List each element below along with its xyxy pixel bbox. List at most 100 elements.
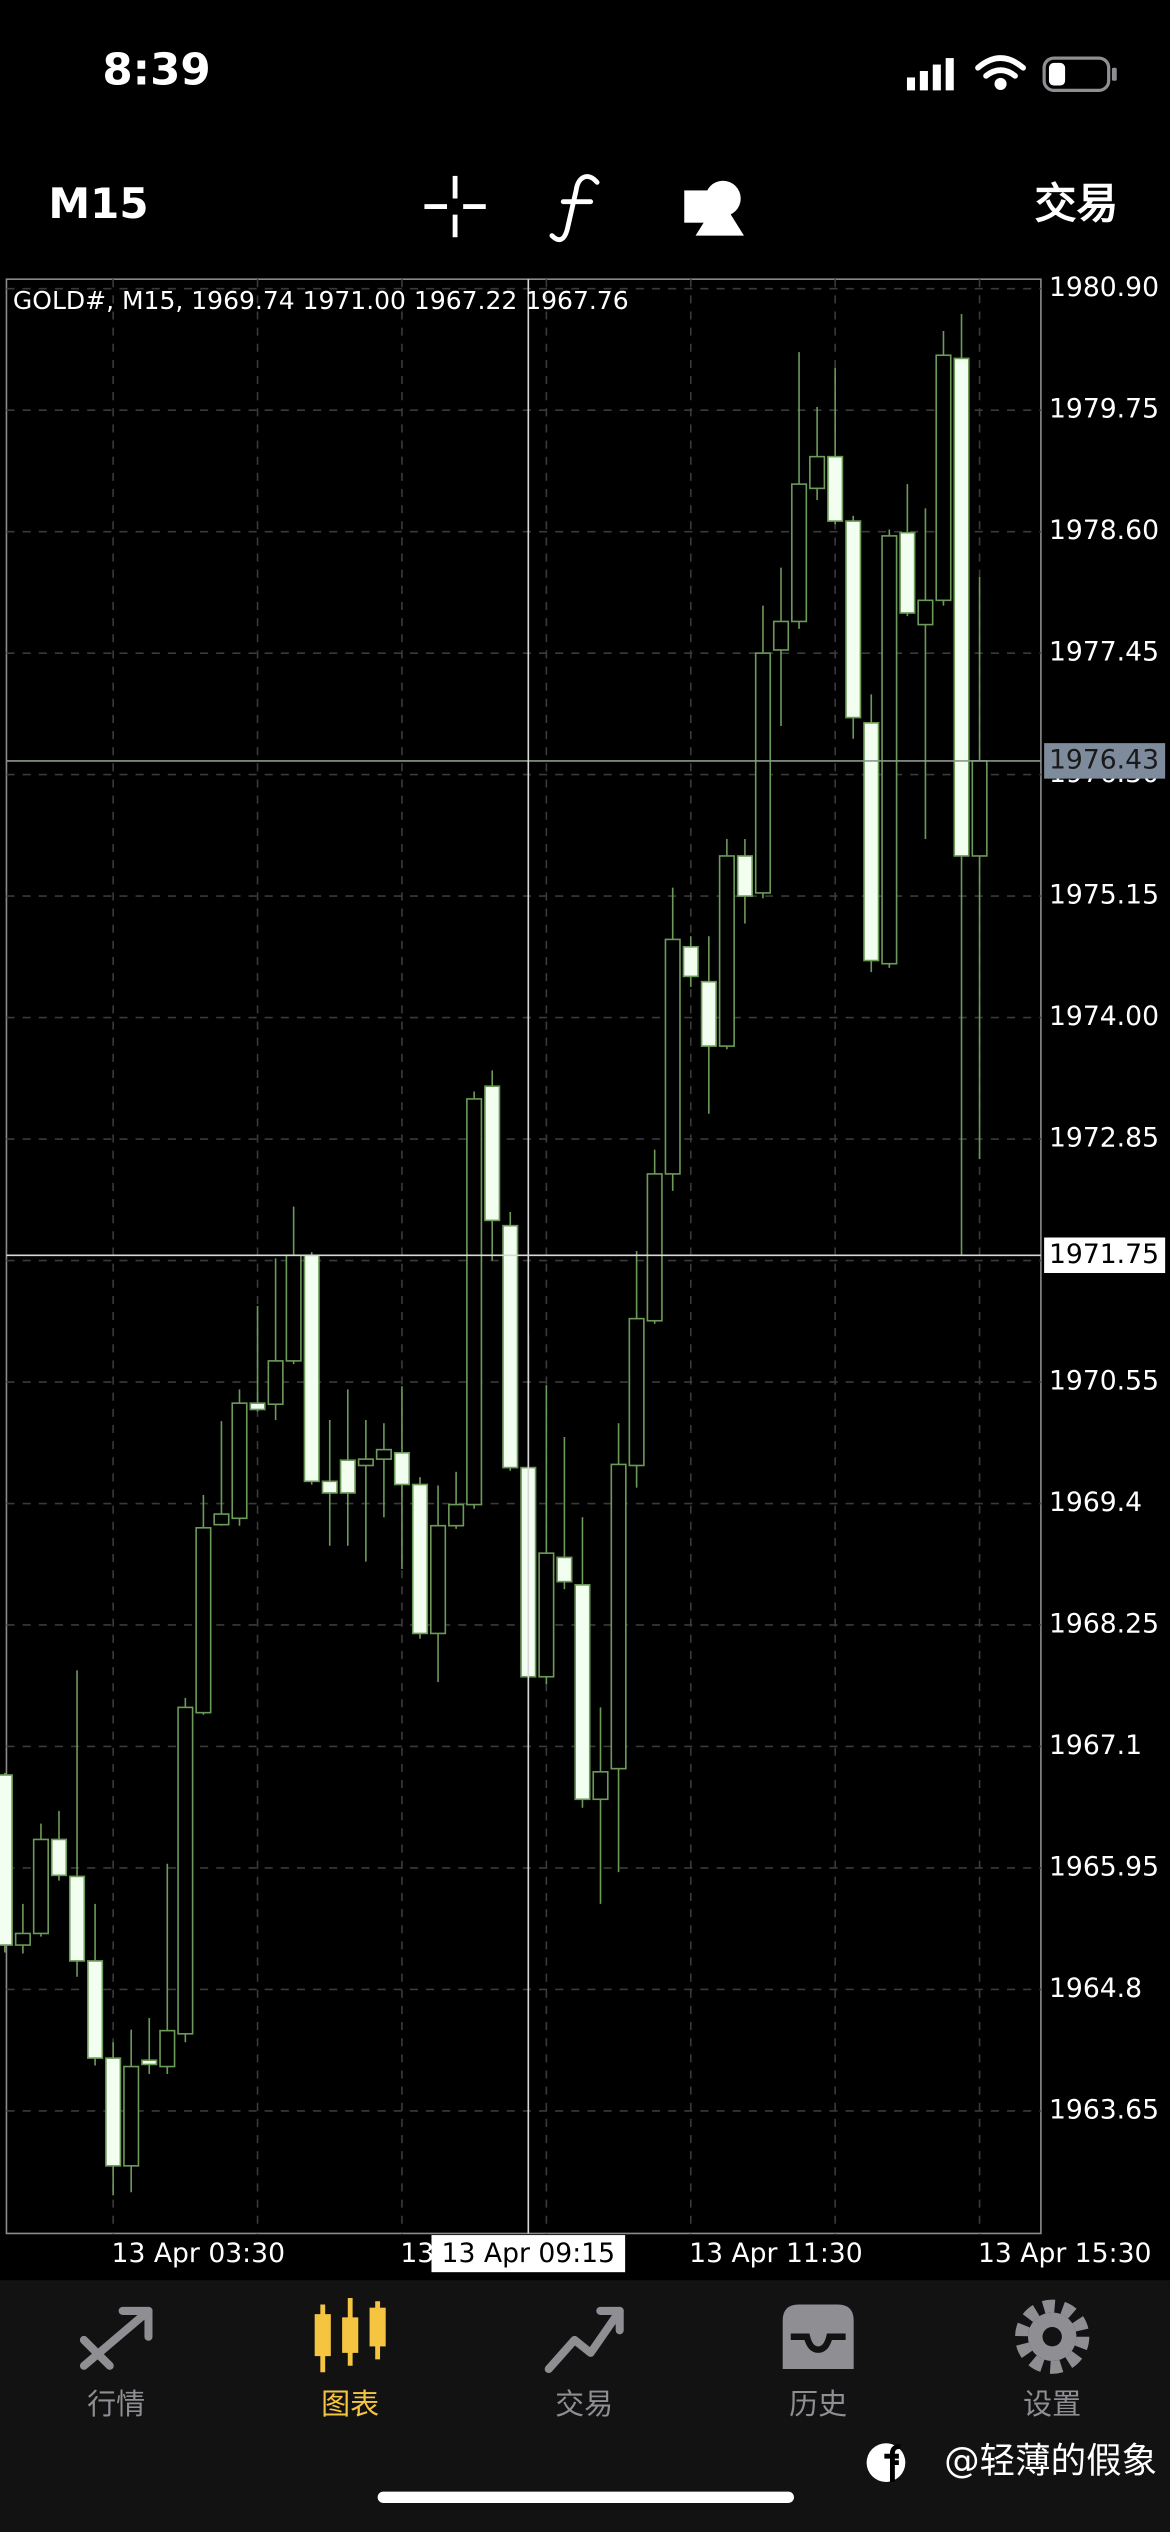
candle-body	[0, 1774, 13, 1946]
y-tick-label: 1972.85	[1049, 1123, 1159, 1154]
y-tick-label: 1980.90	[1049, 272, 1159, 303]
x-tick-label: 13 Apr 15:30	[978, 2238, 1152, 2269]
candle-body	[610, 1463, 627, 1770]
candle-body	[177, 1706, 194, 2035]
crosshair-button[interactable]	[424, 175, 486, 238]
candle-body	[953, 357, 970, 857]
candle-body	[574, 1584, 591, 1801]
candle-body	[845, 520, 862, 719]
tab-icon-settings[interactable]	[1015, 2299, 1090, 2374]
tab-bar	[0, 2280, 1170, 2532]
x-tick-label: 13 Apr 03:30	[112, 2238, 286, 2269]
home-indicator	[377, 2491, 794, 2503]
y-tick-label: 1970.55	[1049, 1366, 1159, 1397]
candle-body	[700, 980, 717, 1047]
tab-icon-trade[interactable]	[544, 2306, 624, 2374]
y-tick-label: 1967.1	[1049, 1730, 1142, 1761]
watermark: @轻薄的假象	[944, 2441, 1157, 2482]
tab-label[interactable]: 历史	[789, 2387, 847, 2421]
candle-body	[141, 2059, 158, 2066]
candle-body	[68, 1875, 86, 1962]
candle-body	[538, 1552, 555, 1678]
candle-body	[628, 1317, 645, 1467]
tab-label[interactable]: 设置	[1023, 2387, 1081, 2421]
tab-icon-history[interactable]	[782, 2304, 854, 2370]
y-tick-label: 1968.25	[1049, 1608, 1159, 1639]
candle-body	[195, 1526, 212, 1714]
candle-body	[448, 1503, 465, 1527]
candle-body	[484, 1085, 501, 1222]
crosshair-y-box	[1044, 1237, 1166, 1274]
candle-body	[285, 1254, 302, 1362]
candle-body	[556, 1556, 573, 1583]
y-tick-label: 1969.4	[1049, 1487, 1142, 1518]
y-tick-label: 1979.75	[1049, 394, 1159, 425]
candle-body	[105, 2057, 122, 2167]
status-time: 8:39	[102, 46, 210, 96]
tab-label[interactable]: 交易	[555, 2387, 613, 2421]
candle-body	[50, 1838, 68, 1877]
candle-body	[159, 2029, 176, 2068]
current-price-box	[1044, 743, 1166, 779]
objects-button[interactable]	[684, 180, 744, 236]
candle-body	[772, 620, 790, 651]
candle-body	[899, 531, 916, 614]
candle-body	[664, 938, 681, 1175]
trade-button[interactable]: 交易	[1034, 179, 1118, 228]
candle-body	[718, 855, 735, 1047]
candle-body	[429, 1524, 447, 1635]
tab-label[interactable]: 行情	[87, 2387, 145, 2421]
y-tick-label: 1975.15	[1049, 880, 1159, 911]
candle-body	[466, 1098, 483, 1506]
candle-body	[790, 483, 808, 623]
chart-header: GOLD#, M15, 1969.74 1971.00 1967.22 1967…	[13, 286, 629, 315]
wifi-icon	[975, 55, 1026, 90]
candle-body	[339, 1459, 356, 1494]
candle-body	[375, 1448, 392, 1460]
tab-icon-chart[interactable]	[314, 2298, 386, 2373]
candle-body	[303, 1254, 320, 1483]
candle-body	[32, 1838, 50, 1935]
candle-body	[357, 1458, 374, 1467]
crosshair-y-label: 1971.75	[1049, 1239, 1159, 1270]
tab-label[interactable]: 图表	[321, 2387, 379, 2421]
candle-body	[249, 1402, 266, 1411]
y-tick-label: 1977.45	[1049, 637, 1159, 668]
candle-body	[267, 1360, 284, 1406]
battery-icon	[1042, 56, 1111, 92]
candle-body	[827, 455, 844, 522]
candle-body	[881, 535, 898, 965]
y-tick-label: 1964.8	[1049, 1973, 1142, 2004]
tab-icon-quotes[interactable]	[79, 2306, 153, 2370]
candle-body	[411, 1483, 429, 1635]
candle-body	[502, 1224, 519, 1469]
watermark-icon	[866, 2443, 906, 2482]
battery-cap	[1111, 67, 1117, 81]
y-tick-label: 1965.95	[1049, 1851, 1159, 1882]
candle-body	[736, 855, 753, 897]
crosshair-x-label: 13 Apr 09:15	[442, 2238, 616, 2269]
indicator-button[interactable]	[549, 174, 600, 243]
candle-body	[231, 1402, 248, 1520]
candle-body	[213, 1513, 230, 1526]
candle-body	[87, 1960, 104, 2059]
candle-body	[393, 1451, 411, 1486]
y-tick-label: 1963.65	[1049, 2094, 1159, 2125]
candle-body	[14, 1932, 31, 1946]
chart	[0, 278, 1042, 2235]
candle-body	[971, 760, 988, 857]
candle-body	[935, 354, 952, 602]
crosshair-x-box	[431, 2235, 626, 2273]
candle-body	[646, 1173, 663, 1322]
current-price-label: 1976.43	[1049, 744, 1159, 775]
x-tick-label: 13 Apr 11:30	[689, 2238, 863, 2269]
timeframe-button[interactable]: M15	[48, 179, 148, 228]
signal-icon	[906, 58, 954, 91]
candle-body	[809, 455, 826, 490]
candle-body	[123, 2065, 140, 2167]
candle-body	[754, 652, 772, 894]
y-tick-label: 1974.00	[1049, 1001, 1159, 1032]
candle-body	[321, 1480, 338, 1494]
candle-body	[682, 945, 699, 978]
